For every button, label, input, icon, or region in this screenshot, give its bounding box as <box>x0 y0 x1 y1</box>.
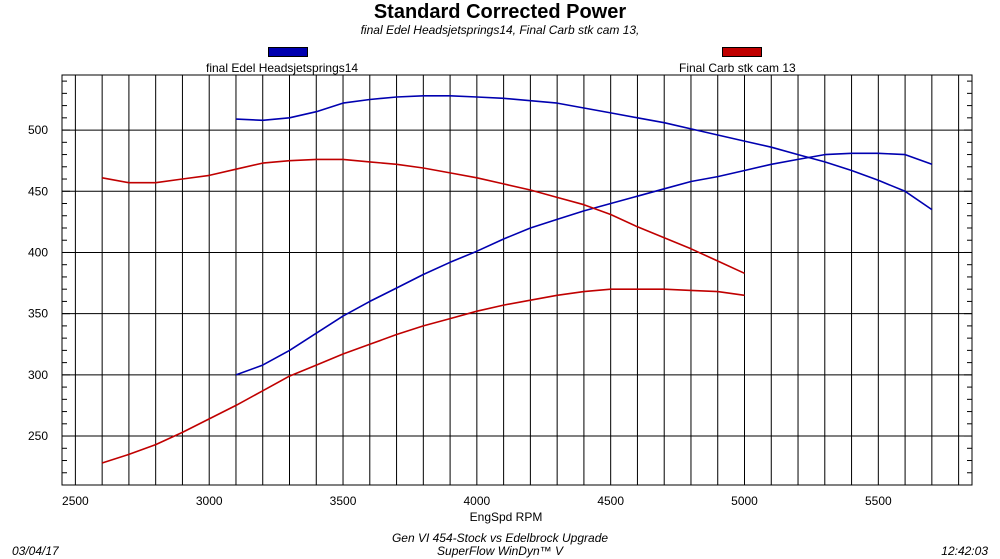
y-tick-label: 400 <box>28 245 48 259</box>
footer-line-1: Gen VI 454-Stock vs Edelbrock Upgrade <box>391 531 609 545</box>
y-tick-label: 350 <box>28 307 48 321</box>
legend-label-carb: Final Carb stk cam 13 <box>679 61 796 75</box>
x-tick-label: 4500 <box>597 494 624 508</box>
x-axis-label: EngSpd RPM <box>470 510 543 524</box>
x-tick-label: 3500 <box>330 494 357 508</box>
x-tick-label: 5000 <box>731 494 758 508</box>
y-tick-label: 300 <box>28 368 48 382</box>
chart-subtitle: final Edel Headsjetsprings14, Final Carb… <box>360 23 640 37</box>
x-tick-label: 2500 <box>62 494 89 508</box>
y-tick-label: 500 <box>28 123 48 137</box>
grid-lines <box>62 75 972 485</box>
axis-ticks <box>62 80 972 474</box>
chart-title: Standard Corrected Power <box>373 1 627 23</box>
series-1-curve-0 <box>101 158 745 275</box>
footer-line-2: SuperFlow WinDyn™ V <box>437 544 563 558</box>
x-tick-label: 4000 <box>464 494 491 508</box>
x-tick-label: 3000 <box>196 494 223 508</box>
legend-label-edel: final Edel Headsjetsprings14 <box>206 61 359 75</box>
series-1-curve-1 <box>101 288 745 464</box>
series-0-curve-0 <box>235 95 933 211</box>
legend-swatch-carb <box>722 47 762 57</box>
footer-time: 12:42:03 <box>941 544 988 558</box>
plot-frame <box>61 74 973 486</box>
x-tick-label: 5500 <box>865 494 892 508</box>
series-0-curve-1 <box>235 152 933 376</box>
axis-tick-labels: 2500 3000 3500 4000 4500 5000 5500 250 300 350 400… <box>28 123 892 508</box>
y-tick-label: 250 <box>28 429 48 443</box>
footer-date: 03/04/17 <box>12 544 59 558</box>
legend-swatch-edel <box>268 47 308 57</box>
series-lines <box>101 95 933 464</box>
y-tick-label: 450 <box>28 184 48 198</box>
